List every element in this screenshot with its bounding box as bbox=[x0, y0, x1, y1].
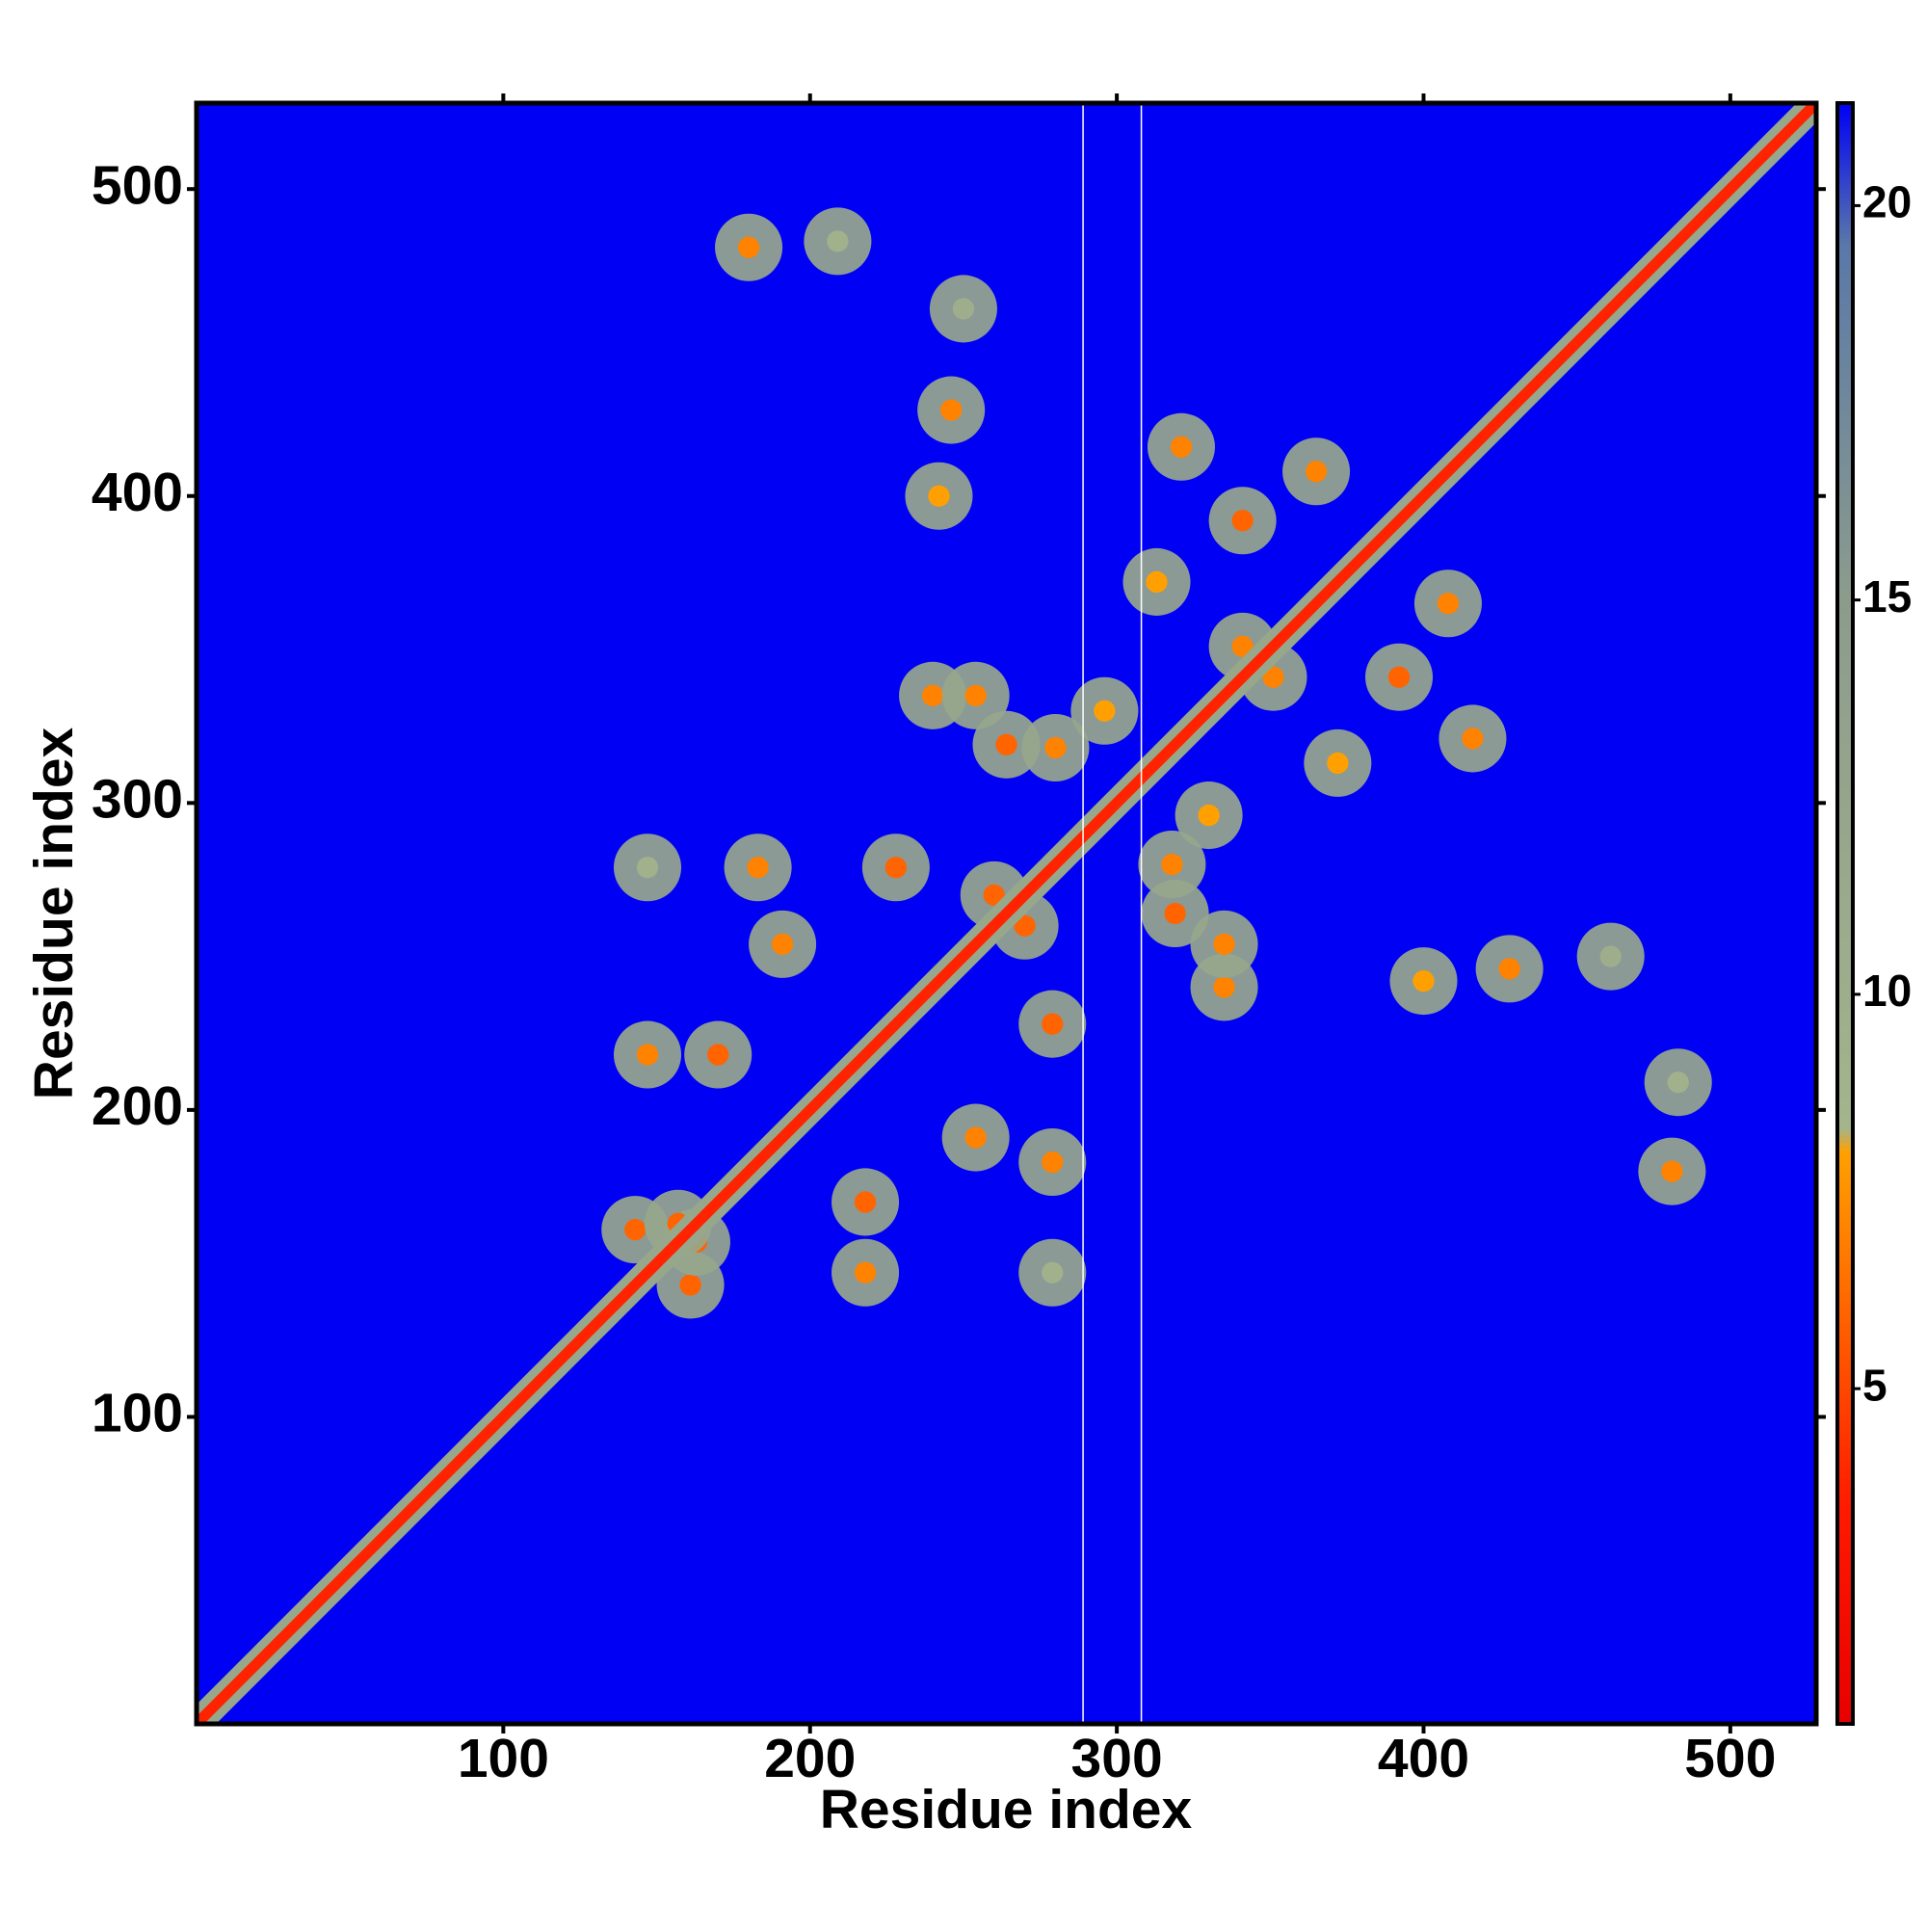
contact-core bbox=[737, 236, 760, 258]
contact-core bbox=[679, 1274, 701, 1296]
contact-core bbox=[1213, 976, 1235, 998]
contact-core bbox=[921, 684, 944, 706]
contact-core bbox=[707, 1044, 729, 1066]
contact-core bbox=[1044, 736, 1067, 759]
y-tick-label: 300 bbox=[92, 768, 183, 830]
y-tick-label: 100 bbox=[92, 1383, 183, 1444]
contact-core bbox=[1305, 461, 1328, 483]
x-tick-label: 300 bbox=[1071, 1728, 1163, 1789]
contact-core bbox=[1042, 1261, 1064, 1284]
y-tick-label: 500 bbox=[92, 154, 183, 216]
contact-core bbox=[884, 857, 908, 879]
contact-core bbox=[952, 298, 975, 320]
colorbar-segment bbox=[1837, 245, 1853, 601]
contact-core bbox=[747, 857, 769, 879]
colorbar-segment bbox=[1837, 1151, 1853, 1508]
contact-core bbox=[995, 733, 1017, 755]
contact-core bbox=[1231, 635, 1254, 657]
diagonal bbox=[197, 103, 1816, 1724]
x-tick-label: 500 bbox=[1684, 1728, 1776, 1789]
contact-core bbox=[636, 857, 659, 879]
contact-core bbox=[1437, 593, 1460, 615]
x-axis-title: Residue index bbox=[820, 1779, 1193, 1840]
colorbar-tick-label: 10 bbox=[1862, 966, 1912, 1016]
contact-core bbox=[854, 1191, 877, 1213]
colorbar-segment bbox=[1837, 103, 1853, 246]
contact-core bbox=[1161, 853, 1183, 876]
contact-core bbox=[1462, 728, 1484, 750]
y-tick-label: 200 bbox=[92, 1075, 183, 1137]
plot-frame bbox=[194, 100, 1819, 1727]
contact-core bbox=[1231, 510, 1254, 532]
contact-core bbox=[636, 1044, 659, 1066]
colorbar-segment bbox=[1837, 1128, 1853, 1153]
x-tick-label: 100 bbox=[458, 1728, 549, 1789]
contact-core bbox=[1327, 752, 1349, 775]
x-tick-label: 400 bbox=[1378, 1728, 1469, 1789]
colorbar-tick-label: 5 bbox=[1862, 1360, 1887, 1410]
contact-core bbox=[940, 399, 963, 421]
contact-core bbox=[827, 230, 849, 252]
contact-core bbox=[1014, 914, 1036, 937]
contact-core bbox=[964, 1126, 987, 1149]
contact-core bbox=[624, 1218, 647, 1241]
contact-core bbox=[1146, 570, 1168, 594]
colorbar-frame bbox=[1835, 101, 1855, 1726]
contact-core bbox=[1498, 958, 1520, 980]
contact-core bbox=[1387, 666, 1411, 688]
contact-core bbox=[964, 684, 987, 706]
contact-core bbox=[1094, 700, 1116, 722]
colorbar-segment bbox=[1837, 1506, 1853, 1725]
y-tick-label: 400 bbox=[92, 462, 183, 523]
contact-core bbox=[928, 485, 950, 507]
contact-core bbox=[1661, 1160, 1683, 1182]
contact-core bbox=[1667, 1072, 1689, 1094]
contact-core bbox=[983, 884, 1005, 907]
colorbar-tick-label: 20 bbox=[1862, 177, 1912, 227]
x-tick-label: 200 bbox=[764, 1728, 856, 1789]
contact-core bbox=[1164, 902, 1186, 925]
contact-core bbox=[1042, 1151, 1064, 1174]
contact-core bbox=[771, 933, 794, 955]
contact-core bbox=[1599, 945, 1622, 967]
plot-area bbox=[197, 103, 1816, 1724]
contact-core bbox=[1213, 933, 1235, 955]
contact-core bbox=[1170, 436, 1193, 458]
contact-core bbox=[854, 1261, 877, 1284]
colorbar-tick-label: 15 bbox=[1862, 571, 1912, 622]
y-axis-title: Residue index bbox=[23, 727, 85, 1099]
contact-core bbox=[1262, 666, 1284, 688]
contact-core bbox=[1198, 804, 1220, 827]
colorbar-segment bbox=[1837, 599, 1853, 1129]
contact-core bbox=[1042, 1013, 1064, 1035]
contact-core bbox=[1412, 969, 1435, 992]
